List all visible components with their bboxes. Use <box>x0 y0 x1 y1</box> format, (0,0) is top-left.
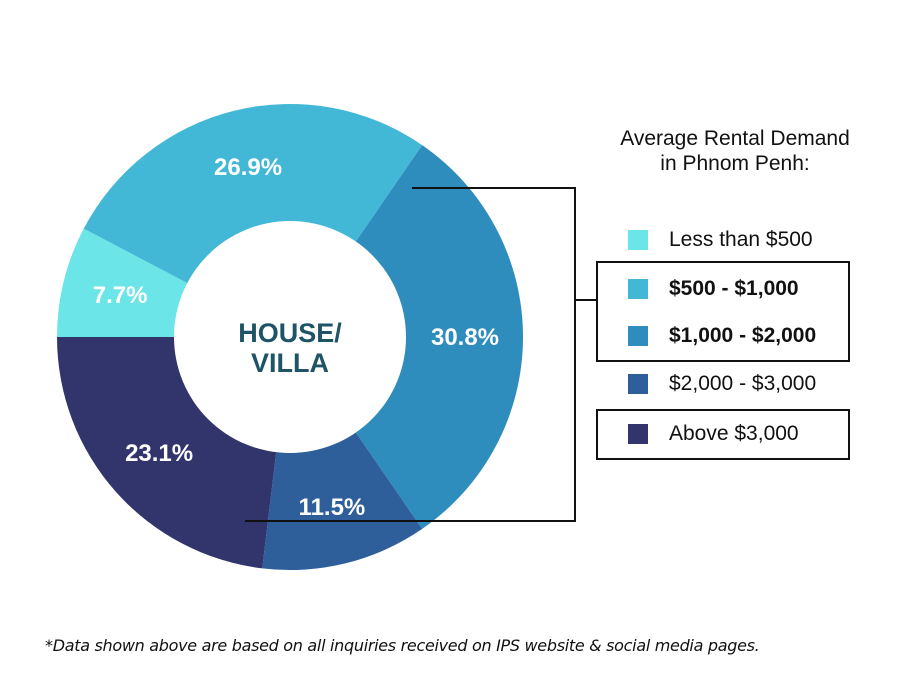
legend-label: $500 - $1,000 <box>669 277 799 300</box>
slice-label: 11.5% <box>299 494 366 521</box>
center-label-line2: VILLA <box>251 348 329 378</box>
legend-title-line1: Average Rental Demand <box>620 127 850 150</box>
legend-item: $2,000 - $3,000 <box>628 371 816 397</box>
bracket-line <box>245 187 576 522</box>
slice-label: 7.7% <box>93 282 148 309</box>
legend-item: $500 - $1,000 <box>628 276 799 302</box>
legend-swatch <box>628 326 648 346</box>
legend-swatch <box>628 279 648 299</box>
legend-label: Less than $500 <box>669 228 813 251</box>
legend-highlight-box <box>596 261 850 362</box>
legend-swatch <box>628 230 648 250</box>
slice-label: 23.1% <box>125 440 193 467</box>
legend-swatch <box>628 374 648 394</box>
donut-hole <box>174 221 406 453</box>
legend-item: Less than $500 <box>628 227 813 253</box>
footnote: *Data shown above are based on all inqui… <box>45 636 760 655</box>
legend-title-line2: in Phnom Penh: <box>660 152 810 175</box>
legend-swatch <box>628 424 648 444</box>
legend-item: $1,000 - $2,000 <box>628 323 816 349</box>
donut-slice <box>290 145 523 529</box>
legend-label: $2,000 - $3,000 <box>669 372 817 395</box>
legend-label: $1,000 - $2,000 <box>669 324 817 347</box>
donut-slice <box>83 103 423 337</box>
slice-label: 30.8% <box>431 324 499 351</box>
slice-label: 26.9% <box>214 154 282 181</box>
center-label-line1: HOUSE/ <box>238 318 342 348</box>
legend-label: Above $3,000 <box>669 422 799 445</box>
legend-highlight-box <box>596 409 850 460</box>
legend-item: Above $3,000 <box>628 421 799 447</box>
